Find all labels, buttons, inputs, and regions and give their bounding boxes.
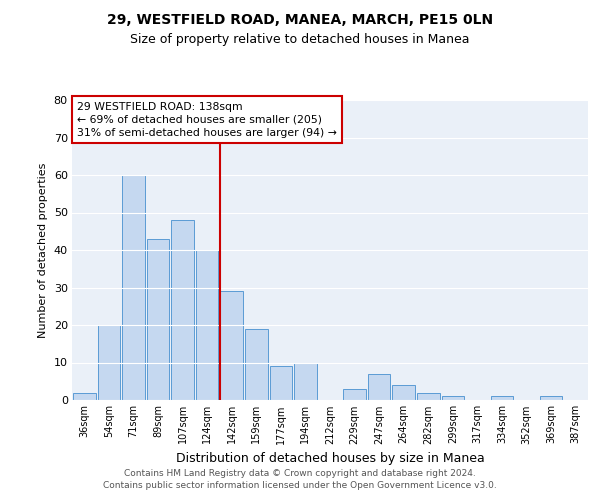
X-axis label: Distribution of detached houses by size in Manea: Distribution of detached houses by size … xyxy=(176,452,484,465)
Bar xyxy=(196,250,218,400)
Bar xyxy=(442,396,464,400)
Text: Size of property relative to detached houses in Manea: Size of property relative to detached ho… xyxy=(130,32,470,46)
Bar xyxy=(294,362,317,400)
Bar xyxy=(491,396,514,400)
Bar xyxy=(245,329,268,400)
Text: Contains HM Land Registry data © Crown copyright and database right 2024.
Contai: Contains HM Land Registry data © Crown c… xyxy=(103,469,497,490)
Bar xyxy=(392,385,415,400)
Bar xyxy=(171,220,194,400)
Bar xyxy=(98,325,120,400)
Bar xyxy=(73,392,95,400)
Text: 29, WESTFIELD ROAD, MANEA, MARCH, PE15 0LN: 29, WESTFIELD ROAD, MANEA, MARCH, PE15 0… xyxy=(107,12,493,26)
Bar xyxy=(122,175,145,400)
Bar xyxy=(220,291,243,400)
Bar xyxy=(417,392,440,400)
Bar xyxy=(343,389,366,400)
Bar xyxy=(368,374,391,400)
Y-axis label: Number of detached properties: Number of detached properties xyxy=(38,162,48,338)
Bar xyxy=(146,239,169,400)
Bar xyxy=(269,366,292,400)
Bar xyxy=(540,396,562,400)
Text: 29 WESTFIELD ROAD: 138sqm
← 69% of detached houses are smaller (205)
31% of semi: 29 WESTFIELD ROAD: 138sqm ← 69% of detac… xyxy=(77,102,337,138)
